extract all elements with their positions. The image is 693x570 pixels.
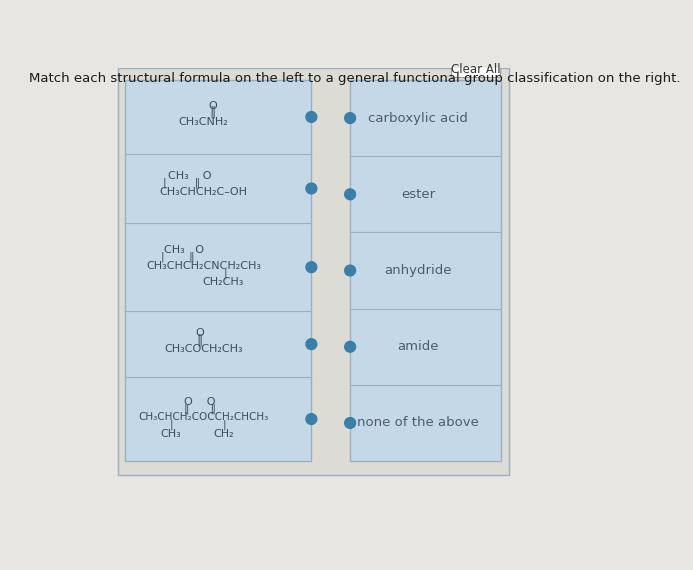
Text: O    O: O O [184,397,216,407]
Text: CH₂: CH₂ [213,429,234,439]
Circle shape [306,112,317,123]
Text: Clear All: Clear All [451,63,500,76]
Text: CH₃   O: CH₃ O [164,245,204,255]
Circle shape [306,339,317,349]
Text: |       ‖: | ‖ [161,252,195,262]
Circle shape [344,341,356,352]
Text: ester: ester [401,188,435,201]
Text: none of the above: none of the above [357,417,479,429]
Text: CH₂CH₃: CH₂CH₃ [202,277,243,287]
Text: |: | [222,420,226,430]
Text: CH₃COCH₂CH₃: CH₃COCH₂CH₃ [164,344,243,354]
Text: CH₃CHCH₂C–OH: CH₃CHCH₂C–OH [159,186,247,197]
Text: |: | [169,420,173,430]
Circle shape [306,183,317,194]
Circle shape [306,262,317,272]
Text: carboxylic acid: carboxylic acid [368,112,468,125]
Text: CH₃CHCH₂COCCH₂CHCH₃: CH₃CHCH₂COCCH₂CHCH₃ [139,413,269,422]
Circle shape [344,113,356,124]
Text: ‖      ‖: ‖ ‖ [184,404,216,414]
Circle shape [344,265,356,276]
Text: CH₃: CH₃ [161,429,182,439]
Text: CH₃CNH₂: CH₃CNH₂ [179,117,229,127]
FancyBboxPatch shape [451,62,500,77]
Text: ‖: ‖ [197,334,203,347]
Text: O: O [195,328,204,339]
Circle shape [344,418,356,429]
Text: amide: amide [397,340,439,353]
Text: ‖: ‖ [210,106,216,119]
Text: anhydride: anhydride [385,264,452,277]
Text: Match each structural formula on the left to a general functional group classifi: Match each structural formula on the lef… [29,72,681,86]
Text: CH₃    O: CH₃ O [168,171,211,181]
Text: |        ‖: | ‖ [164,178,200,188]
FancyBboxPatch shape [118,68,509,475]
Text: O: O [209,101,217,111]
Circle shape [344,189,356,200]
Circle shape [306,414,317,425]
FancyBboxPatch shape [125,80,311,461]
FancyBboxPatch shape [350,80,501,461]
Text: CH₃CHCH₂CNCH₂CH₃: CH₃CHCH₂CNCH₂CH₃ [146,260,261,271]
Text: |: | [223,268,227,279]
